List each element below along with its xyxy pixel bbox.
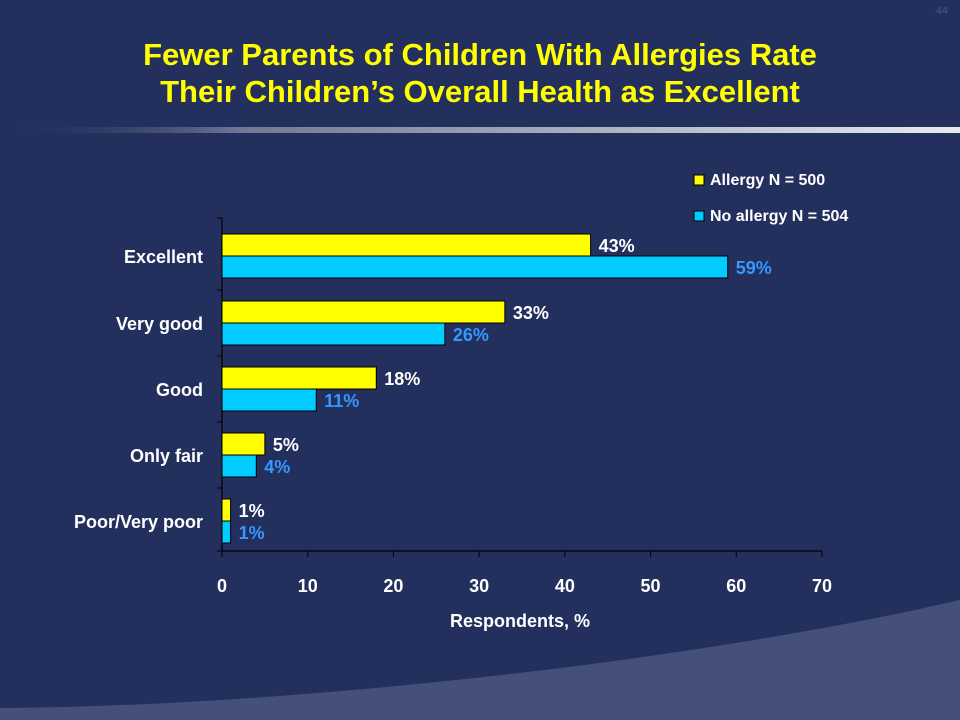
bar-allergy — [221, 498, 232, 522]
x-tick-label: 60 — [726, 576, 746, 596]
category-label: Excellent — [124, 247, 203, 267]
bar-allergy — [221, 366, 377, 390]
data-label-no-allergy: 1% — [239, 523, 265, 543]
x-tick-label: 10 — [298, 576, 318, 596]
plot-area: 0 10 20 30 40 50 60 70 Respondents, % Excellent 43… — [74, 217, 832, 631]
title-line-1: Fewer Parents of Children With Allergies… — [143, 37, 817, 72]
bar-no-allergy — [221, 520, 232, 544]
data-label-allergy: 43% — [599, 236, 635, 256]
slide-title: Fewer Parents of Children With Allergies… — [0, 36, 960, 110]
data-label-allergy: 5% — [273, 435, 299, 455]
x-tick-label: 30 — [469, 576, 489, 596]
title-line-2: Their Children’s Overall Health as Excel… — [160, 74, 800, 109]
category-label: Only fair — [130, 446, 203, 466]
bar-no-allergy — [221, 388, 317, 412]
page-number: 44 — [935, 5, 948, 17]
x-tick-label: 20 — [383, 576, 403, 596]
legend-swatch-no-allergy — [693, 210, 705, 222]
bar-allergy — [221, 233, 592, 257]
x-tick-label: 50 — [641, 576, 661, 596]
corner-swoosh — [0, 600, 960, 720]
data-label-no-allergy: 26% — [453, 325, 489, 345]
legend-swatch-allergy — [693, 174, 705, 186]
data-label-no-allergy: 11% — [324, 391, 359, 411]
category-label: Very good — [116, 314, 203, 334]
data-label-allergy: 33% — [513, 303, 549, 323]
x-tick-label: 0 — [217, 576, 227, 596]
data-label-no-allergy: 4% — [264, 457, 290, 477]
x-tick-label: 70 — [812, 576, 832, 596]
data-label-allergy: 18% — [384, 369, 420, 389]
data-label-no-allergy: 59% — [736, 258, 772, 278]
bar-no-allergy — [221, 454, 257, 478]
bar-allergy — [221, 432, 266, 456]
bar-allergy — [221, 300, 506, 324]
bar-no-allergy — [221, 322, 446, 346]
x-axis-title: Respondents, % — [450, 611, 590, 631]
legend-label-no-allergy: No allergy N = 504 — [710, 208, 848, 225]
data-label-allergy: 1% — [239, 501, 265, 521]
x-tick-label: 40 — [555, 576, 575, 596]
legend-label-allergy: Allergy N = 500 — [710, 172, 825, 189]
category-label: Poor/Very poor — [74, 512, 203, 532]
category-label: Good — [156, 380, 203, 400]
title-divider — [0, 127, 960, 133]
bar-no-allergy — [221, 255, 729, 279]
legend: Allergy N = 500 No allergy N = 504 — [693, 172, 848, 225]
